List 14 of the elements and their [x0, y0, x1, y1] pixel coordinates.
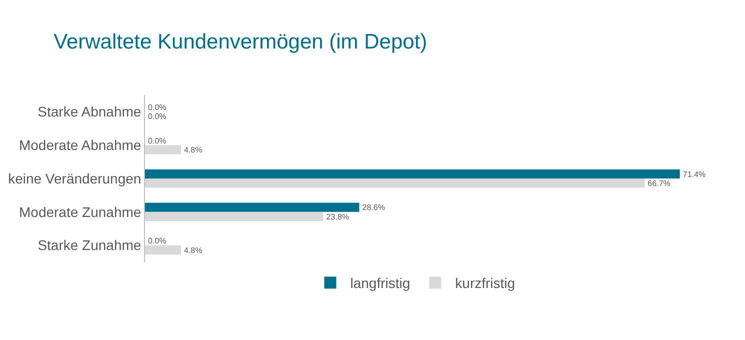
y-tick-label: Moderate Abnahme — [18, 137, 142, 153]
y-tick-label: keine Veränderungen — [8, 170, 142, 186]
bar — [145, 169, 680, 178]
legend-label: kurzfristig — [455, 275, 516, 292]
legend-label: langfristig — [350, 275, 410, 292]
y-tick-label: Starke Abnahme — [38, 104, 142, 120]
bar — [145, 212, 324, 222]
bar — [145, 178, 645, 188]
chart-title: Verwaltete Kundenvermögen (im Depot) — [54, 30, 428, 54]
y-tick-label: Starke Zunahme — [38, 237, 142, 254]
y-tick-label: Moderate Zunahme — [19, 204, 142, 220]
bar — [145, 202, 360, 212]
bar — [145, 245, 181, 254]
bar — [145, 145, 181, 154]
